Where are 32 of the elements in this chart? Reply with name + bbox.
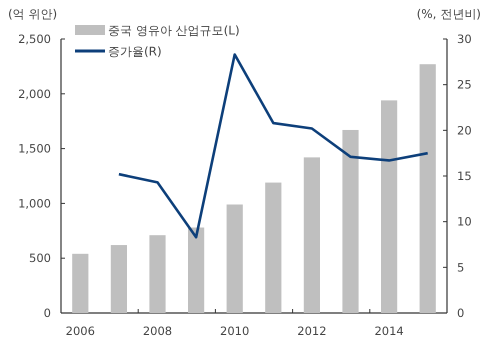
bar (304, 157, 320, 313)
bar (420, 64, 436, 313)
y-tick-label: 2,500 (18, 32, 51, 46)
y2-tick-label: 15 (457, 169, 472, 183)
x-tick-label: 2008 (142, 324, 172, 338)
y-tick-label: 0 (44, 306, 51, 320)
y2-tick-label: 5 (457, 260, 464, 274)
y2-axis-title: (%, 전년비) (416, 7, 481, 21)
x-tick-label: 2010 (220, 324, 250, 338)
y-axis-title: (억 위안) (8, 7, 58, 21)
y-tick-label: 1,500 (18, 142, 51, 156)
bar (110, 245, 128, 313)
y2-tick-label: 10 (457, 214, 472, 229)
y-tick-label: 1,000 (18, 196, 51, 210)
y-tick-label: 2,000 (18, 86, 51, 101)
bar (342, 130, 359, 313)
x-tick-label: 2014 (374, 324, 404, 338)
bar (226, 204, 243, 313)
bar (265, 182, 282, 313)
bar (188, 228, 204, 313)
x-tick-label: 2012 (297, 324, 327, 338)
y2-tick-label: 30 (457, 32, 472, 46)
y2-tick-label: 0 (457, 306, 464, 320)
y2-tick-label: 25 (457, 78, 472, 92)
bar (72, 254, 88, 313)
bar (380, 100, 398, 313)
y-tick-label: 500 (29, 251, 51, 266)
x-tick-label: 2006 (66, 324, 95, 338)
legend-label: 증가율(R) (108, 44, 162, 58)
legend-label: 중국 영유아 산업규모(L) (108, 24, 240, 38)
bar (149, 235, 166, 313)
y2-tick-label: 20 (457, 123, 472, 138)
